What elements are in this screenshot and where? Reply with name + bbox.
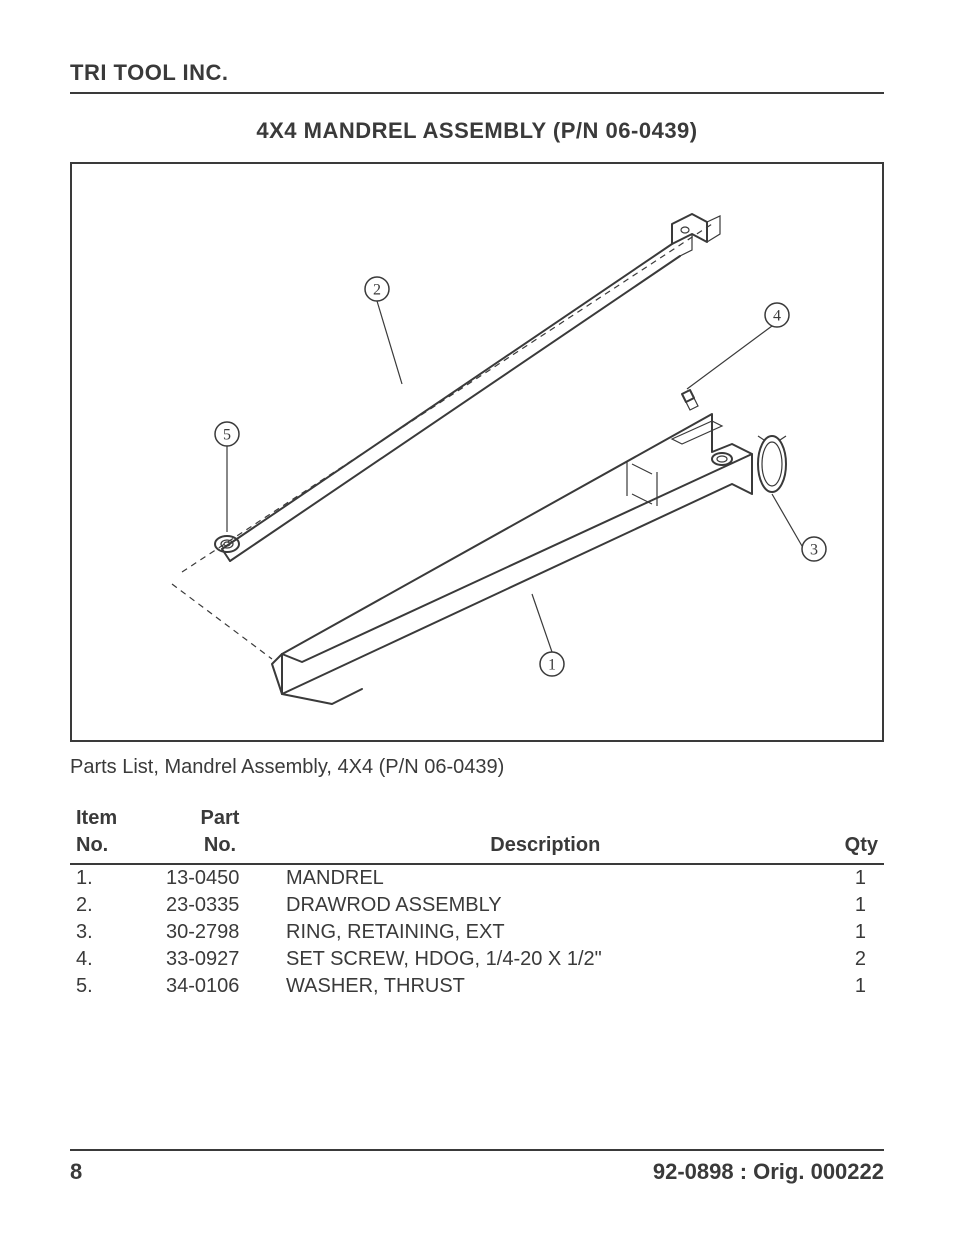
cell-item: 3. [70, 919, 160, 946]
table-row: 4.33-0927SET SCREW, HDOG, 1/4-20 X 1/2"2 [70, 946, 884, 973]
callout-leader [377, 301, 402, 384]
callout-leader [687, 326, 772, 389]
page-number: 8 [70, 1159, 82, 1185]
cell-item: 2. [70, 892, 160, 919]
parts-list-caption: Parts List, Mandrel Assembly, 4X4 (P/N 0… [70, 756, 884, 779]
assembly-diagram: 1 2 3 4 5 [70, 162, 884, 742]
callout-number: 3 [810, 542, 818, 559]
callout-number: 1 [548, 657, 556, 674]
col-qty: Qty [811, 832, 884, 864]
diagram-svg: 1 2 3 4 5 [72, 164, 882, 740]
callout-number: 4 [773, 308, 781, 325]
cell-part: 33-0927 [160, 946, 280, 973]
col-part-l2: No. [160, 832, 280, 864]
part-washer [215, 536, 239, 552]
cell-part: 30-2798 [160, 919, 280, 946]
part-set-screw [682, 390, 698, 410]
cell-item: 5. [70, 973, 160, 1000]
company-name: TRI TOOL INC. [70, 60, 884, 94]
cell-qty: 1 [811, 892, 884, 919]
col-part-l1: Part [160, 805, 280, 832]
cell-desc: RING, RETAINING, EXT [280, 919, 811, 946]
cell-item: 4. [70, 946, 160, 973]
cell-desc: MANDREL [280, 864, 811, 892]
doc-number: 92-0898 : Orig. 000222 [653, 1159, 884, 1185]
assembly-title: 4X4 MANDREL ASSEMBLY (P/N 06-0439) [70, 118, 884, 144]
callout-number: 2 [373, 282, 381, 299]
table-row: 1.13-0450MANDREL1 [70, 864, 884, 892]
col-desc-blank [280, 805, 811, 832]
table-row: 5.34-0106WASHER, THRUST1 [70, 973, 884, 1000]
cell-desc: DRAWROD ASSEMBLY [280, 892, 811, 919]
cell-qty: 2 [811, 946, 884, 973]
table-row: 3.30-2798RING, RETAINING, EXT1 [70, 919, 884, 946]
callout-number: 5 [223, 427, 231, 444]
col-desc: Description [280, 832, 811, 864]
cell-item: 1. [70, 864, 160, 892]
callout-leader [772, 494, 802, 546]
col-item-l2: No. [70, 832, 160, 864]
cell-qty: 1 [811, 973, 884, 1000]
callouts: 1 2 3 4 5 [215, 277, 826, 676]
cell-desc: WASHER, THRUST [280, 973, 811, 1000]
cell-qty: 1 [811, 864, 884, 892]
part-mandrel [272, 414, 752, 704]
cell-part: 13-0450 [160, 864, 280, 892]
callout-leader [532, 594, 552, 652]
page-footer: 8 92-0898 : Orig. 000222 [70, 1149, 884, 1185]
parts-table: Item Part No. No. Description Qty 1.13-0… [70, 805, 884, 1000]
col-item-l1: Item [70, 805, 160, 832]
cell-part: 23-0335 [160, 892, 280, 919]
cell-part: 34-0106 [160, 973, 280, 1000]
table-row: 2.23-0335DRAWROD ASSEMBLY1 [70, 892, 884, 919]
page: TRI TOOL INC. 4X4 MANDREL ASSEMBLY (P/N … [0, 0, 954, 1235]
part-drawrod [172, 214, 720, 659]
part-retaining-ring [758, 436, 786, 492]
cell-desc: SET SCREW, HDOG, 1/4-20 X 1/2" [280, 946, 811, 973]
col-qty-blank [811, 805, 884, 832]
cell-qty: 1 [811, 919, 884, 946]
